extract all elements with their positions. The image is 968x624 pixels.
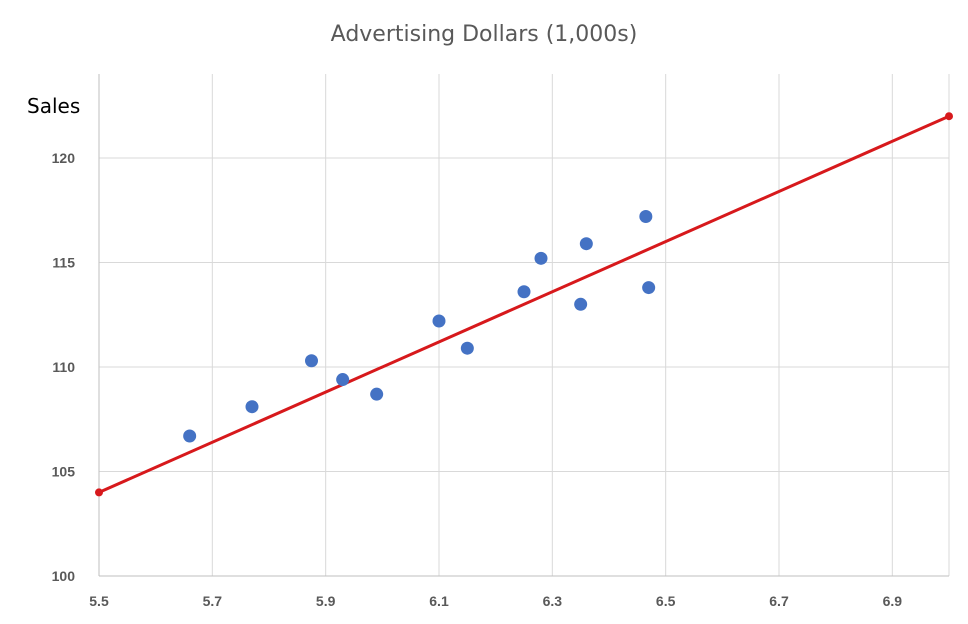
data-point bbox=[579, 237, 593, 251]
data-point bbox=[517, 285, 531, 299]
trendline bbox=[98, 114, 950, 494]
data-point bbox=[642, 281, 656, 295]
data-point bbox=[460, 341, 474, 355]
data-point bbox=[639, 210, 653, 224]
data-point bbox=[336, 373, 350, 387]
data-point bbox=[245, 400, 259, 414]
chart-title: Advertising Dollars (1,000s) bbox=[330, 22, 638, 47]
y-tick-label: 100 bbox=[52, 568, 76, 584]
x-tick-label: 5.9 bbox=[316, 593, 336, 609]
trendline-endpoint bbox=[95, 488, 103, 497]
x-tick-label: 5.7 bbox=[203, 593, 223, 609]
data-point bbox=[370, 387, 384, 401]
x-tick-label: 5.5 bbox=[89, 593, 109, 609]
data-point bbox=[574, 297, 588, 311]
trendline-endpoint bbox=[945, 112, 953, 121]
y-tick-label: 105 bbox=[52, 464, 76, 480]
y-axis-label: Sales bbox=[27, 94, 81, 118]
x-tick-label: 6.3 bbox=[543, 593, 563, 609]
y-tick-label: 115 bbox=[52, 255, 75, 271]
x-tick-label: 6.1 bbox=[429, 593, 449, 609]
data-point bbox=[534, 251, 548, 265]
data-point bbox=[432, 314, 446, 328]
x-tick-label: 6.5 bbox=[656, 593, 676, 609]
data-point bbox=[183, 429, 197, 443]
x-tick-label: 6.9 bbox=[883, 593, 903, 609]
data-point bbox=[305, 354, 318, 368]
y-tick-label: 110 bbox=[52, 359, 75, 375]
x-tick-label: 6.7 bbox=[769, 593, 789, 609]
y-tick-label: 120 bbox=[52, 150, 76, 166]
